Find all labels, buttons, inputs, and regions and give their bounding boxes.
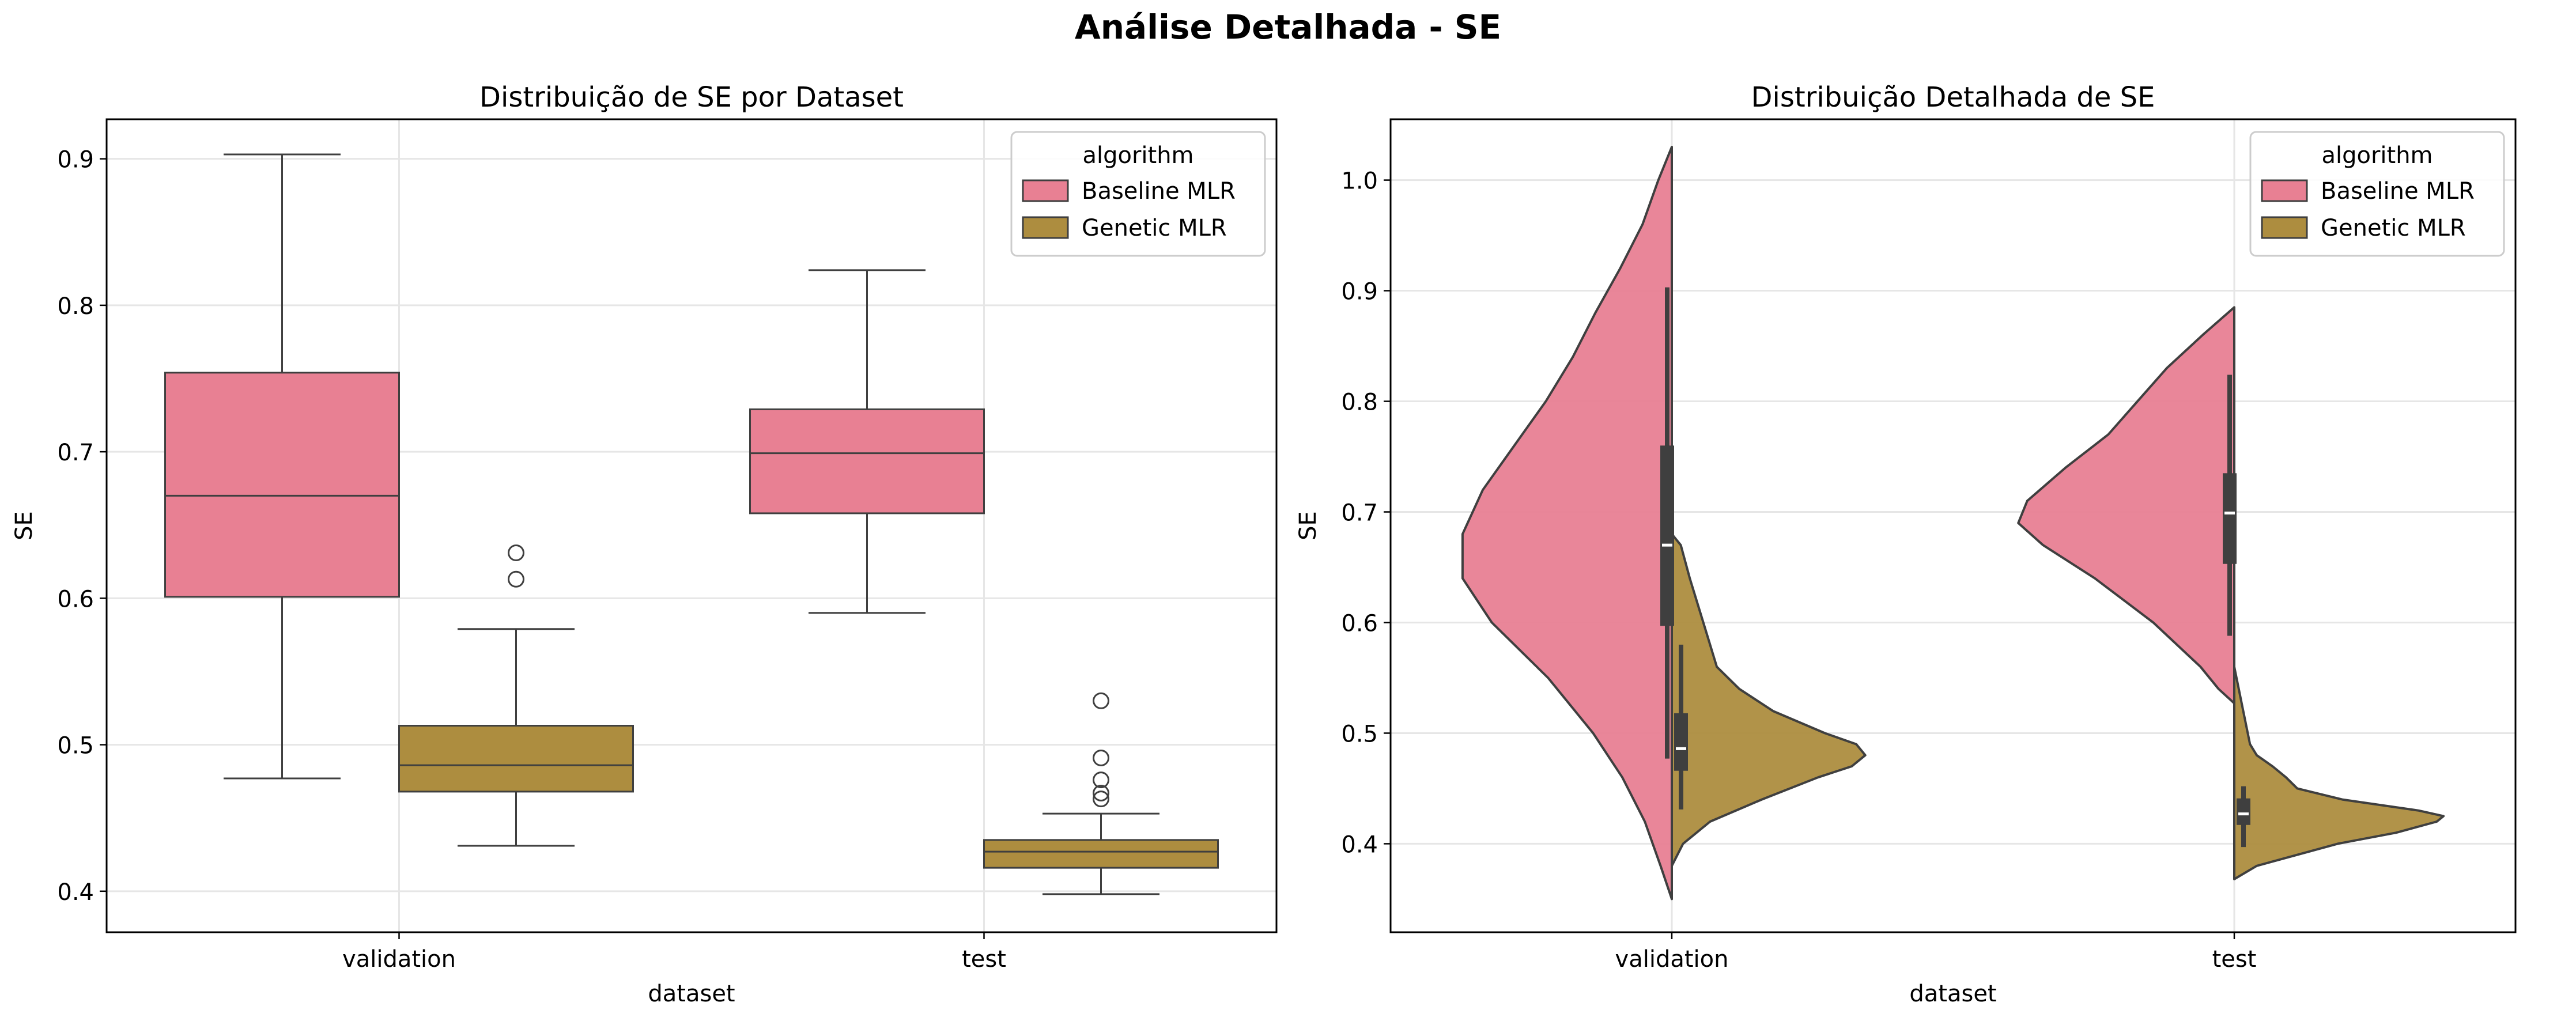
legend-title: algorithm	[1082, 142, 1193, 169]
y-tick-label: 0.5	[57, 733, 94, 759]
y-tick-label: 0.5	[1341, 721, 1378, 747]
legend-box	[1010, 131, 1266, 257]
y-tick-label: 0.7	[57, 440, 94, 466]
y-axis-label: SE	[1295, 511, 1321, 540]
inner-iqr	[2223, 473, 2237, 564]
genetic-inner-box	[1674, 644, 1688, 810]
outlier-point	[1093, 749, 1109, 766]
y-tick-label: 0.8	[1341, 389, 1378, 416]
x-axis-label: dataset	[648, 981, 735, 1007]
genetic-box	[983, 692, 1219, 895]
baseline-inner-box	[1660, 287, 1674, 759]
outlier-point	[1093, 784, 1109, 801]
legend-swatch	[2261, 216, 2308, 239]
iqr-box	[398, 725, 634, 793]
genetic-violin	[2233, 665, 2445, 880]
box-plot-panel: 0.4 0.5 0.6 0.7 0.8 0.9 validation test Distribu…	[11, 81, 1278, 1007]
baseline-violin	[2017, 306, 2235, 705]
legend-entry: Genetic MLR	[2321, 215, 2466, 241]
baseline-violin	[1461, 145, 1673, 901]
y-tick-label: 0.6	[57, 586, 94, 612]
x-axis-label: dataset	[1909, 981, 1996, 1007]
genetic-violin	[1671, 532, 1867, 867]
iqr-box	[164, 372, 400, 598]
violin-plot-panel: 0.4 0.5 0.6 0.7 0.8 0.9 1.0 validation test Distr…	[1295, 81, 2517, 1007]
inner-iqr	[2237, 798, 2250, 825]
x-tick-label: test	[2212, 946, 2257, 973]
legend: algorithm Baseline MLR Genetic MLR	[2249, 131, 2505, 257]
y-tick-label: 0.4	[57, 879, 94, 906]
axes-frame	[1389, 118, 2517, 933]
axes-frame	[105, 118, 1278, 933]
y-tick-label: 0.6	[1341, 610, 1378, 637]
genetic-box	[398, 544, 634, 847]
legend-swatch	[1022, 216, 1069, 239]
legend-box	[2249, 131, 2505, 257]
inner-iqr	[1660, 445, 1674, 626]
outlier-point	[508, 570, 524, 588]
y-axis-label: SE	[11, 511, 37, 540]
outlier-point	[1093, 771, 1109, 789]
legend: algorithm Baseline MLR Genetic MLR	[1010, 131, 1266, 257]
x-tick-label: validation	[342, 946, 456, 973]
figure-title: Análise Detalhada - SE	[1075, 7, 1501, 47]
subplot-title: Distribuição de SE por Dataset	[479, 81, 904, 114]
iqr-box	[749, 408, 985, 515]
iqr-box	[983, 839, 1219, 869]
outlier-point	[1093, 692, 1109, 709]
subplot-title: Distribuição Detalhada de SE	[1751, 81, 2155, 114]
y-tick-label: 0.9	[1341, 279, 1378, 305]
legend-swatch	[1022, 179, 1069, 202]
x-tick-label: test	[962, 946, 1006, 973]
outlier-point	[508, 544, 524, 562]
y-tick-label: 0.4	[1341, 831, 1378, 858]
x-tick-label: validation	[1615, 946, 1729, 973]
legend-entry: Baseline MLR	[2321, 178, 2475, 205]
legend-title: algorithm	[2321, 142, 2433, 169]
genetic-inner-box	[2237, 786, 2250, 848]
baseline-box	[749, 269, 985, 614]
legend-entry: Baseline MLR	[1082, 178, 1236, 205]
legend-entry: Genetic MLR	[1082, 215, 1227, 241]
baseline-inner-box	[2223, 375, 2237, 636]
y-tick-label: 0.7	[1341, 500, 1378, 527]
outlier-point	[1093, 791, 1109, 808]
y-tick-label: 0.9	[57, 147, 94, 173]
y-tick-label: 0.8	[57, 293, 94, 320]
baseline-box	[164, 153, 400, 780]
legend-swatch	[2261, 179, 2308, 202]
y-tick-label: 1.0	[1341, 168, 1378, 195]
inner-iqr	[1674, 713, 1688, 771]
